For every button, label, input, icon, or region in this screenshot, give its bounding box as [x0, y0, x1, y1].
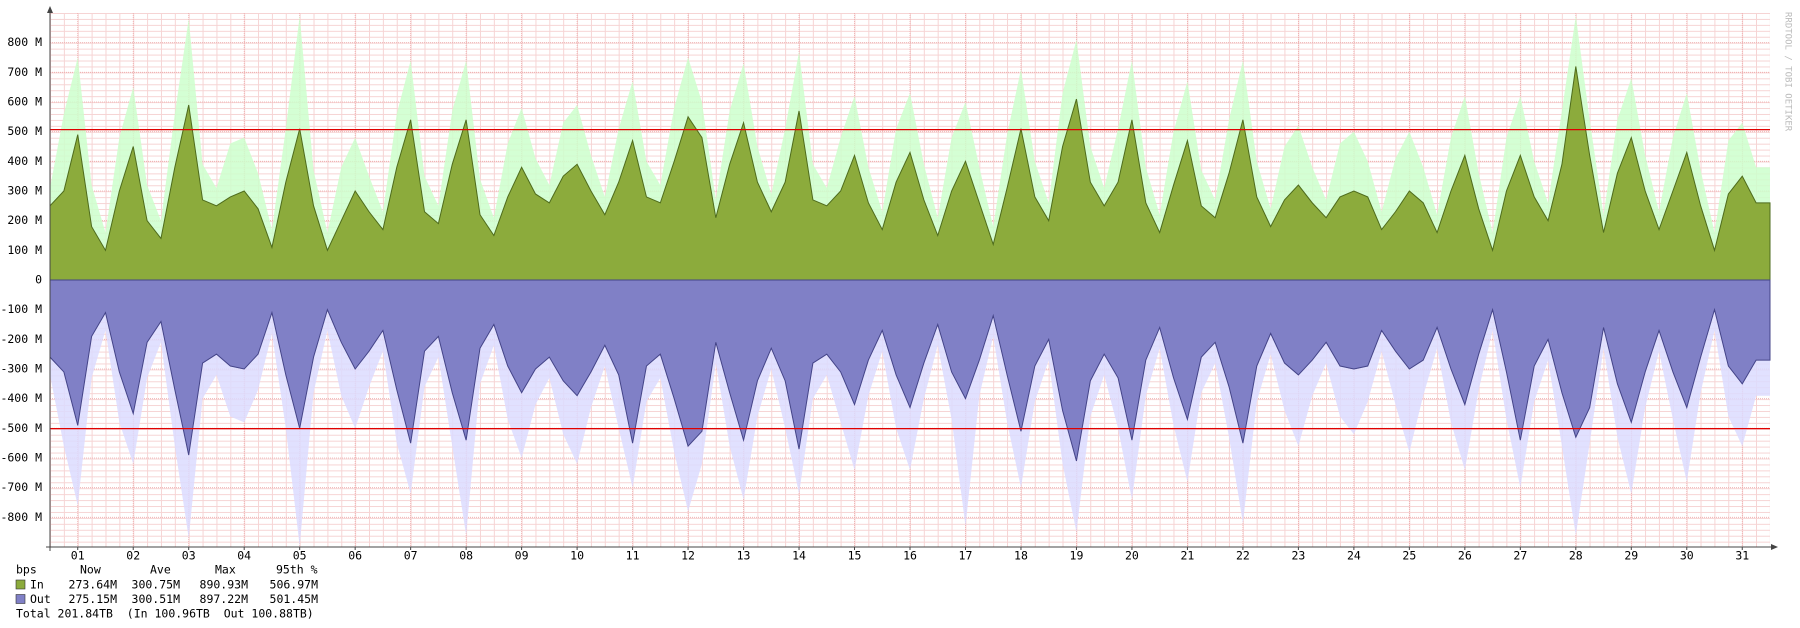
y-tick-label: 800 M — [7, 35, 42, 49]
legend-stat: 897.22M — [200, 592, 249, 606]
plot — [49, 15, 1771, 547]
x-tick-label: 13 — [737, 549, 751, 563]
x-tick-label: 04 — [237, 549, 251, 563]
x-tick-label: 11 — [626, 549, 640, 563]
y-tick-label: 300 M — [7, 184, 42, 198]
legend-swatch — [15, 579, 26, 590]
x-tick-label: 22 — [1236, 549, 1250, 563]
y-tick-label: 600 M — [7, 95, 42, 109]
x-axis-arrow — [1771, 544, 1778, 550]
legend-stat: 890.93M — [200, 578, 249, 592]
legend-stat: 273.64M — [69, 578, 118, 592]
y-tick-label: 200 M — [7, 213, 42, 227]
x-tick-label: 08 — [459, 549, 473, 563]
x-tick-label: 07 — [404, 549, 418, 563]
x-tick-label: 01 — [71, 549, 85, 563]
legend: bps Now Ave Max 95th % In 273.64M 300.75M 890.93… — [15, 563, 319, 621]
x-tick-label: 17 — [959, 549, 973, 563]
y-tick-label: 400 M — [7, 154, 42, 168]
x-tick-label: 05 — [293, 549, 307, 563]
x-tick-label: 20 — [1125, 549, 1139, 563]
y-tick-label: -600 M — [0, 451, 42, 465]
x-tick-label: 26 — [1458, 549, 1472, 563]
y-tick-label: -700 M — [0, 480, 42, 494]
x-tick-label: 24 — [1347, 549, 1361, 563]
legend-stat: 300.75M — [132, 578, 181, 592]
legend-stat: 275.15M — [69, 592, 118, 606]
legend-stat: 300.51M — [132, 592, 181, 606]
legend-label: In — [30, 578, 44, 592]
legend-stat: 501.45M — [270, 592, 319, 606]
x-tick-label: 30 — [1680, 549, 1694, 563]
legend-header: Now — [80, 563, 101, 577]
x-tick-label: 27 — [1513, 549, 1527, 563]
legend-header: bps — [16, 563, 37, 577]
legend-stat: 506.97M — [270, 578, 319, 592]
y-tick-label: 500 M — [7, 124, 42, 138]
y-tick-label: -300 M — [0, 362, 42, 376]
x-tick-label: 28 — [1569, 549, 1583, 563]
y-axis-arrow — [47, 6, 53, 13]
x-tick-label: 09 — [515, 549, 529, 563]
x-tick-label: 25 — [1402, 549, 1416, 563]
legend-label: Out — [30, 592, 51, 606]
x-tick-label: 15 — [848, 549, 862, 563]
x-tick-label: 14 — [792, 549, 806, 563]
y-tick-label: -200 M — [0, 332, 42, 346]
legend-header: 95th % — [276, 563, 318, 577]
x-tick-label: 19 — [1070, 549, 1084, 563]
legend-total: Total 201.84TB (In 100.96TB Out 100.88TB… — [16, 607, 314, 621]
x-tick-label: 16 — [903, 549, 917, 563]
y-tick-label: -100 M — [0, 302, 42, 316]
axes: -800 M -700 M -600 M -500 M -400 M -300 M -200… — [0, 6, 1778, 563]
y-tick-label: 100 M — [7, 243, 42, 257]
y-tick-label: 700 M — [7, 65, 42, 79]
y-tick-label: -400 M — [0, 391, 42, 405]
legend-header: Max — [215, 563, 236, 577]
x-tick-label: 06 — [348, 549, 362, 563]
x-tick-label: 21 — [1180, 549, 1194, 563]
x-tick-label: 31 — [1735, 549, 1749, 563]
x-tick-label: 12 — [681, 549, 695, 563]
area — [49, 66, 1771, 281]
x-tick-label: 02 — [126, 549, 140, 563]
x-tick-label: 23 — [1291, 549, 1305, 563]
y-tick-label: 0 — [35, 273, 42, 287]
y-tick-label: -800 M — [0, 510, 42, 524]
legend-swatch — [15, 594, 26, 604]
x-tick-label: 18 — [1014, 549, 1028, 563]
y-tick-label: -500 M — [0, 421, 42, 435]
x-tick-label: 10 — [570, 549, 584, 563]
legend-header: Ave — [150, 563, 171, 577]
watermark: RRDTOOL / TOBI OETIKER — [1783, 12, 1793, 132]
area — [49, 279, 1771, 462]
x-tick-label: 03 — [182, 549, 196, 563]
x-tick-label: 29 — [1624, 549, 1638, 563]
